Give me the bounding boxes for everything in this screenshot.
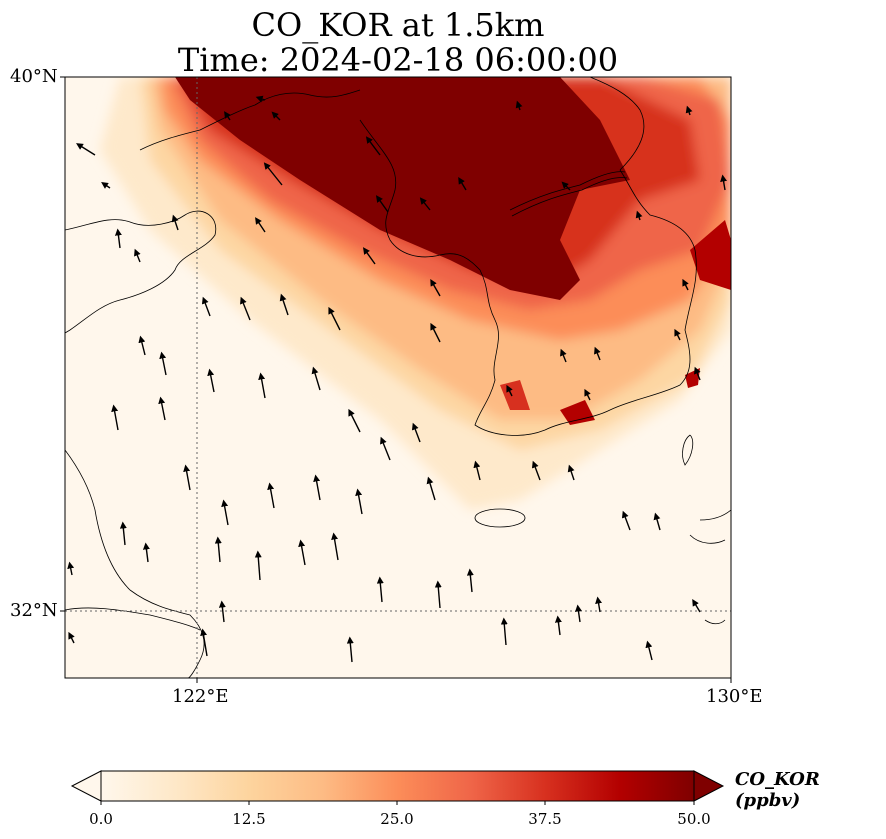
wind-arrow	[255, 95, 266, 103]
wind-arrow	[365, 136, 381, 156]
wind-arrow	[240, 296, 251, 321]
axis-ticks	[60, 76, 732, 683]
wind-arrow	[430, 278, 441, 297]
wind-arrow	[554, 615, 562, 636]
wind-arrow	[682, 278, 689, 291]
colorbar	[70, 770, 725, 805]
wind-arrow	[331, 532, 339, 561]
wind-arrow	[214, 536, 222, 563]
wind-arrow	[473, 460, 481, 481]
wind-arrow	[134, 248, 141, 263]
wind-arrow	[119, 521, 127, 546]
wind-arrow	[584, 388, 591, 401]
wind-arrow	[575, 604, 582, 623]
map-frame	[64, 76, 732, 679]
wind-arrow	[434, 580, 442, 609]
wind-arrow	[506, 384, 513, 397]
wind-arrow	[101, 182, 111, 189]
wind-arrow	[271, 111, 281, 121]
wind-arrow	[159, 351, 167, 376]
colorbar-tick-2: 25.0	[380, 810, 414, 828]
wind-arrow	[694, 366, 701, 381]
wind-arrow	[362, 247, 376, 265]
wind-arrow	[279, 293, 289, 316]
colorbar-tick-4: 50.0	[677, 810, 711, 828]
wind-arrow	[76, 143, 96, 156]
wind-arrow	[313, 474, 321, 501]
wind-arrow	[183, 464, 191, 491]
wind-arrow	[111, 404, 119, 431]
wind-arrow	[114, 228, 122, 249]
wind-arrow	[346, 636, 354, 663]
coastlines	[65, 77, 731, 678]
wind-arrow	[375, 195, 389, 213]
wind-arrow	[645, 640, 653, 661]
wind-arrow	[142, 542, 150, 563]
wind-vectors	[67, 95, 728, 663]
wind-arrow	[674, 328, 681, 341]
wind-arrow	[328, 306, 341, 331]
wind-arrow	[255, 217, 266, 233]
wind-arrow	[560, 348, 567, 363]
wind-arrow	[500, 617, 508, 646]
wind-arrow	[411, 422, 421, 443]
wind-arrow	[594, 346, 601, 361]
wind-arrow	[207, 368, 215, 393]
wind-arrow	[430, 322, 441, 343]
wind-arrow	[158, 396, 166, 421]
wind-arrow	[621, 510, 631, 531]
wind-arrow	[311, 366, 321, 391]
colorbar-gradient	[100, 770, 695, 802]
wind-arrow	[515, 100, 523, 111]
wind-arrow	[685, 105, 693, 116]
wind-arrow	[458, 176, 467, 191]
wind-arrow	[531, 460, 541, 481]
wind-arrow	[224, 111, 231, 121]
map-title-line1: CO_KOR at 1.5km	[251, 6, 545, 44]
wind-arrow	[254, 550, 262, 581]
wind-arrow	[595, 596, 603, 613]
wind-arrow	[692, 598, 701, 613]
wind-arrow	[263, 162, 283, 186]
wind-arrow	[218, 600, 226, 623]
wind-arrow	[200, 628, 208, 657]
wind-arrow	[355, 488, 363, 515]
wind-arrow	[380, 436, 391, 461]
map-title-line2: Time: 2024-02-18 06:00:00	[177, 41, 619, 79]
wind-arrow	[720, 174, 728, 191]
wind-arrow	[67, 561, 75, 576]
wind-arrow	[567, 464, 575, 481]
wind-arrow	[201, 296, 211, 317]
wind-arrow	[221, 499, 229, 526]
wind-arrow	[635, 210, 643, 221]
colorbar-tick-0: 0.0	[89, 810, 113, 828]
wind-arrow	[258, 372, 266, 399]
wind-arrow	[561, 181, 571, 191]
wind-arrow	[68, 631, 75, 644]
colorbar-tick-1: 12.5	[232, 810, 266, 828]
wind-arrow	[138, 335, 146, 356]
wind-arrow	[466, 568, 474, 593]
colorbar-tick-3: 37.5	[528, 810, 562, 828]
wind-arrow	[419, 197, 431, 211]
wind-arrow	[426, 476, 436, 501]
lat-label-40: 40°N	[10, 66, 58, 87]
wind-arrow	[267, 482, 275, 509]
colorbar-label: CO_KOR (ppbv)	[735, 769, 820, 811]
colorbar-under-triangle	[70, 770, 102, 802]
wind-arrow	[298, 539, 306, 566]
lon-label-122: 122°E	[172, 686, 229, 707]
wind-arrow	[348, 408, 361, 433]
wind-arrow	[653, 512, 661, 531]
co-concentration-field	[65, 77, 731, 678]
wind-arrow	[376, 576, 384, 603]
lat-label-32: 32°N	[10, 600, 58, 621]
lon-label-130: 130°E	[706, 686, 763, 707]
colorbar-over-triangle	[693, 770, 725, 802]
wind-arrow	[171, 214, 179, 231]
